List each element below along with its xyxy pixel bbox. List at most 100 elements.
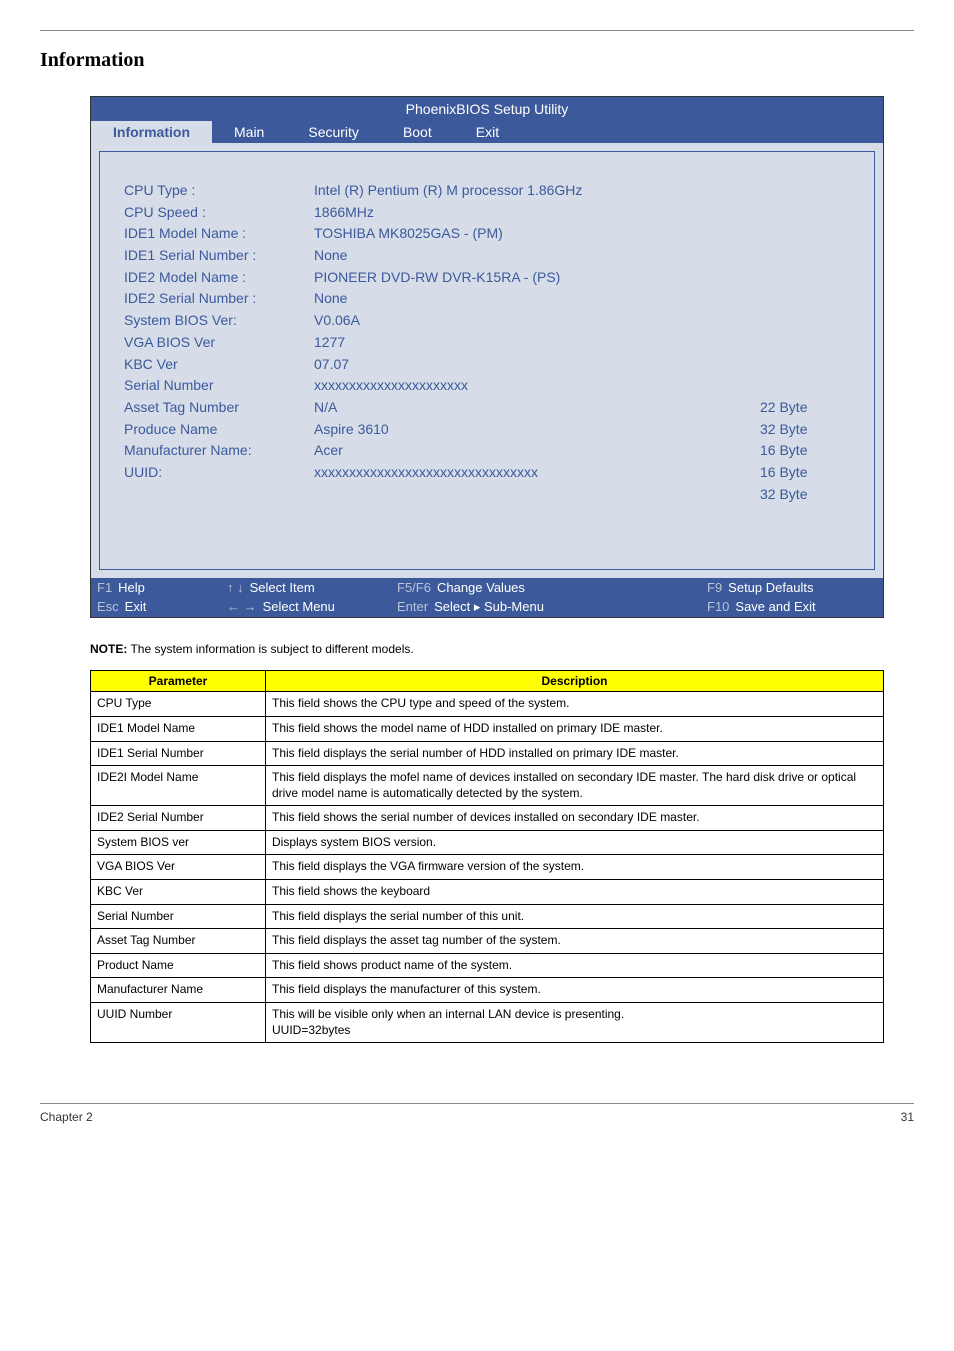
bios-label	[124, 484, 314, 506]
td-description: Displays system BIOS version.	[266, 830, 884, 855]
note-text: The system information is subject to dif…	[127, 642, 413, 656]
td-parameter: CPU Type	[91, 692, 266, 717]
bios-side	[760, 245, 850, 267]
bios-row: UUID:xxxxxxxxxxxxxxxxxxxxxxxxxxxxxxxx16 …	[124, 462, 850, 484]
section-title: Information	[40, 49, 914, 72]
note-label: NOTE:	[90, 642, 127, 656]
bios-label: Produce Name	[124, 419, 314, 441]
footer-txt: Change Values	[437, 580, 525, 595]
td-parameter: IDE1 Serial Number	[91, 741, 266, 766]
bios-value: None	[314, 245, 760, 267]
table-row: IDE1 Serial NumberThis field displays th…	[91, 741, 884, 766]
th-parameter: Parameter	[91, 671, 266, 692]
bios-side: 16 Byte	[760, 462, 850, 484]
bios-label: Manufacturer Name:	[124, 440, 314, 462]
bios-side: 32 Byte	[760, 419, 850, 441]
bios-inner: CPU Type :Intel (R) Pentium (R) M proces…	[99, 151, 875, 570]
bios-value: 1277	[314, 332, 760, 354]
table-row: IDE2 Serial NumberThis field shows the s…	[91, 806, 884, 831]
footer-txt: Select Item	[250, 580, 315, 595]
td-description: This field shows the keyboard	[266, 880, 884, 905]
td-parameter: Asset Tag Number	[91, 929, 266, 954]
td-description: This will be visible only when an intern…	[266, 1003, 884, 1043]
parameter-table: Parameter Description CPU TypeThis field…	[90, 670, 884, 1043]
table-row: System BIOS verDisplays system BIOS vers…	[91, 830, 884, 855]
bios-body: CPU Type :Intel (R) Pentium (R) M proces…	[91, 143, 883, 578]
bios-label: VGA BIOS Ver	[124, 332, 314, 354]
bios-side	[760, 267, 850, 289]
bios-row: IDE1 Model Name :TOSHIBA MK8025GAS - (PM…	[124, 223, 850, 245]
table-row: UUID NumberThis will be visible only whe…	[91, 1003, 884, 1043]
footer-txt: Exit	[125, 599, 147, 614]
table-row: Manufacturer NameThis field displays the…	[91, 978, 884, 1003]
bios-row: Serial Numberxxxxxxxxxxxxxxxxxxxxxx	[124, 375, 850, 397]
footer-right: 31	[901, 1110, 914, 1124]
td-description: This field shows the serial number of de…	[266, 806, 884, 831]
td-parameter: IDE2 Serial Number	[91, 806, 266, 831]
bios-tab-boot[interactable]: Boot	[381, 121, 454, 143]
footer-key: F5/F6	[397, 580, 431, 595]
footer-left: Chapter 2	[40, 1110, 93, 1124]
bios-label: IDE2 Model Name :	[124, 267, 314, 289]
table-row: Asset Tag NumberThis field displays the …	[91, 929, 884, 954]
footer-txt: Select ▸ Sub-Menu	[434, 599, 544, 615]
bios-side: 22 Byte	[760, 397, 850, 419]
bios-value: Aspire 3610	[314, 419, 760, 441]
bios-row: IDE1 Serial Number :None	[124, 245, 850, 267]
bios-tab-information[interactable]: Information	[91, 121, 212, 143]
td-description: This field displays the serial number of…	[266, 904, 884, 929]
table-row: IDE2I Model NameThis field displays the …	[91, 766, 884, 806]
td-description: This field shows product name of the sys…	[266, 953, 884, 978]
bios-side	[760, 354, 850, 376]
bios-row: Manufacturer Name:Acer16 Byte	[124, 440, 850, 462]
footer-key: F9	[707, 580, 722, 595]
bios-row: CPU Speed :1866MHz	[124, 202, 850, 224]
bios-title: PhoenixBIOS Setup Utility	[91, 97, 883, 121]
footer-txt: Select Menu	[263, 599, 335, 614]
bios-value: V0.06A	[314, 310, 760, 332]
bios-label: CPU Type :	[124, 180, 314, 202]
bios-value	[314, 484, 760, 506]
td-description: This field displays the asset tag number…	[266, 929, 884, 954]
table-row: CPU TypeThis field shows the CPU type an…	[91, 692, 884, 717]
bios-value: 1866MHz	[314, 202, 760, 224]
bios-value: N/A	[314, 397, 760, 419]
bios-tabs: InformationMainSecurityBootExit	[91, 121, 883, 143]
bios-row: 32 Byte	[124, 484, 850, 506]
bios-row: IDE2 Serial Number :None	[124, 288, 850, 310]
bios-value: xxxxxxxxxxxxxxxxxxxxxxxxxxxxxxxx	[314, 462, 760, 484]
footer-txt: Setup Defaults	[728, 580, 813, 595]
td-parameter: IDE2I Model Name	[91, 766, 266, 806]
bios-tab-main[interactable]: Main	[212, 121, 286, 143]
bios-side	[760, 332, 850, 354]
top-rule	[40, 30, 914, 31]
bios-panel: PhoenixBIOS Setup Utility InformationMai…	[90, 96, 884, 618]
bios-value: PIONEER DVD-RW DVR-K15RA - (PS)	[314, 267, 760, 289]
note: NOTE: The system information is subject …	[90, 642, 914, 656]
bios-row: VGA BIOS Ver1277	[124, 332, 850, 354]
footer-key: F10	[707, 599, 729, 614]
bios-row: CPU Type :Intel (R) Pentium (R) M proces…	[124, 180, 850, 202]
td-parameter: UUID Number	[91, 1003, 266, 1043]
bios-label: Serial Number	[124, 375, 314, 397]
bios-tab-security[interactable]: Security	[286, 121, 381, 143]
page-footer: Chapter 2 31	[40, 1103, 914, 1124]
bios-row: KBC Ver07.07	[124, 354, 850, 376]
bios-label: CPU Speed :	[124, 202, 314, 224]
td-parameter: Serial Number	[91, 904, 266, 929]
td-parameter: Product Name	[91, 953, 266, 978]
bios-label: KBC Ver	[124, 354, 314, 376]
td-parameter: KBC Ver	[91, 880, 266, 905]
footer-key: ← →	[227, 599, 257, 614]
bios-tab-exit[interactable]: Exit	[454, 121, 521, 143]
bios-value: TOSHIBA MK8025GAS - (PM)	[314, 223, 760, 245]
footer-key: F1	[97, 580, 112, 595]
footer-txt: Help	[118, 580, 145, 595]
table-row: IDE1 Model NameThis field shows the mode…	[91, 716, 884, 741]
table-row: Product NameThis field shows product nam…	[91, 953, 884, 978]
bios-side: 32 Byte	[760, 484, 850, 506]
table-row: Serial NumberThis field displays the ser…	[91, 904, 884, 929]
bios-row: IDE2 Model Name :PIONEER DVD-RW DVR-K15R…	[124, 267, 850, 289]
bios-value: xxxxxxxxxxxxxxxxxxxxxx	[314, 375, 760, 397]
bios-side	[760, 375, 850, 397]
